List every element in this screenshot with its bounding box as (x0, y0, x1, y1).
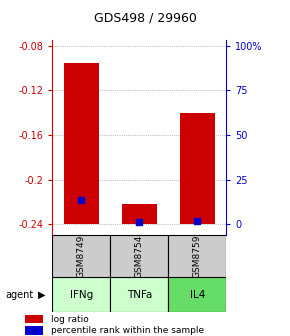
Bar (110, 277, 168, 312)
Bar (52, 277, 110, 312)
Bar (180, 113, 215, 224)
Text: log ratio: log ratio (51, 314, 89, 324)
Bar (110, 235, 168, 277)
Text: percentile rank within the sample: percentile rank within the sample (51, 326, 204, 335)
Text: GSM8754: GSM8754 (135, 235, 144, 278)
Text: IFNg: IFNg (70, 290, 93, 300)
Bar (168, 235, 226, 277)
Text: GDS498 / 29960: GDS498 / 29960 (94, 12, 196, 25)
Text: GSM8749: GSM8749 (77, 235, 86, 278)
Text: GSM8759: GSM8759 (193, 235, 202, 278)
Text: IL4: IL4 (189, 290, 205, 300)
Text: TNFa: TNFa (126, 290, 152, 300)
Bar (122, 204, 157, 224)
Bar (168, 277, 226, 312)
Bar (25, 315, 43, 324)
Text: agent: agent (6, 290, 34, 300)
Text: ▶: ▶ (38, 290, 45, 300)
Bar (64, 62, 99, 224)
Bar (52, 235, 110, 277)
Bar (25, 326, 43, 335)
